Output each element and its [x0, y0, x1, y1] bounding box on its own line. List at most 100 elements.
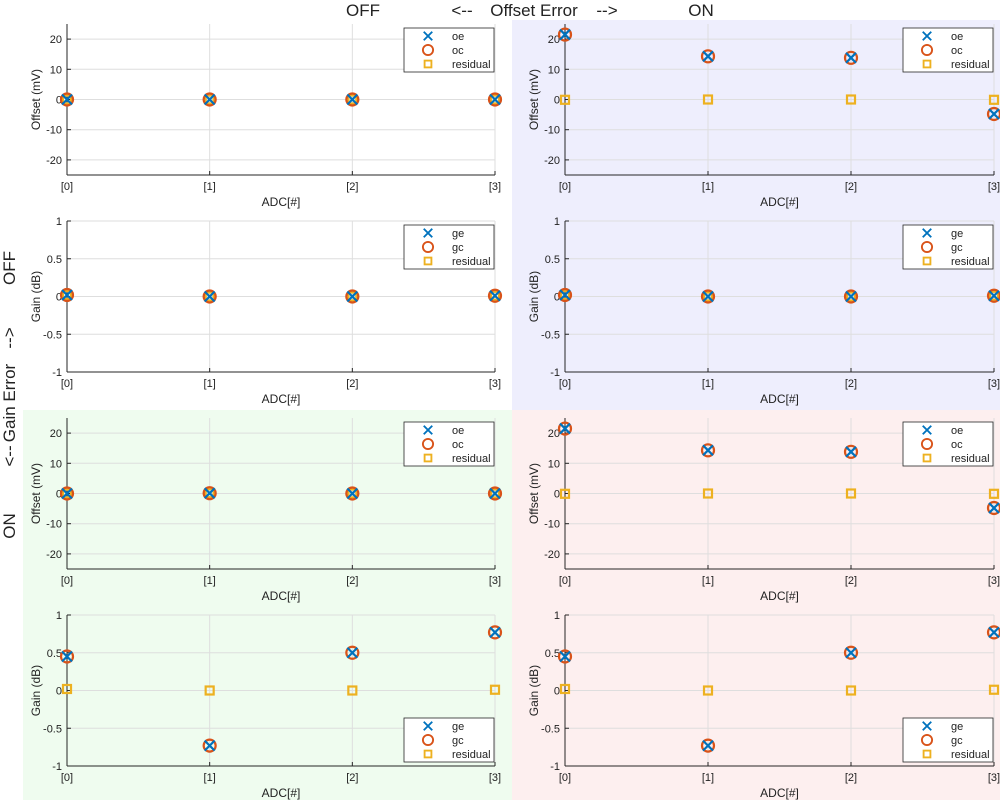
side-label-gain-error: Gain Error [0, 363, 19, 442]
x-tick-label: [3] [489, 181, 501, 193]
legend-marker-oc [421, 437, 435, 451]
x-tick-label: [2] [346, 181, 358, 193]
x-tick-label: [0] [559, 772, 571, 784]
legend-marker-oe [922, 31, 932, 41]
point-oe-[2] [346, 93, 359, 106]
gain-error-header: OFF --> Gain Error <-- ON [0, 251, 19, 539]
point-oc-[0] [59, 92, 75, 107]
y-axis-label: Offset (mV) [29, 463, 43, 524]
x-tick-label: [0] [559, 181, 571, 193]
x-tick-label: [0] [61, 575, 73, 587]
legend-label-ge: ge [951, 721, 963, 733]
legend-marker-ge [423, 721, 433, 731]
side-label-off: OFF [0, 251, 19, 285]
legend-label-oe: oe [452, 31, 464, 43]
legend-marker-gc [421, 733, 435, 747]
x-tick-label: [0] [559, 378, 571, 390]
point-residual-[0] [559, 94, 571, 105]
y-tick-label: 10 [548, 458, 560, 470]
y-axis-label: Gain (dB) [527, 271, 541, 322]
point-ge-[2] [845, 290, 857, 303]
legend-label-oe: oe [452, 425, 464, 437]
legend: oe oc residual [403, 27, 495, 73]
y-tick-label: -0.5 [541, 723, 560, 735]
x-tick-label: [1] [204, 378, 216, 390]
legend-box [403, 27, 495, 73]
legend-label-ge: ge [452, 721, 464, 733]
x-tick-label: [3] [988, 378, 1000, 390]
subplot-gain-off-on: [0] [1] [2] [3] 1 0.5 0 -0.5 -1 ADC[#] Gain (dB) ge… [29, 610, 503, 800]
top-arrow-right: --> [596, 1, 617, 20]
point-ge-[3] [489, 289, 501, 302]
point-ge-[1] [702, 739, 714, 752]
legend-label-gc: gc [951, 735, 963, 747]
y-tick-label: 0 [554, 686, 560, 698]
y-tick-label: -0.5 [43, 329, 62, 341]
subplot-gain-on-on: [0] [1] [2] [3] 1 0.5 0 -0.5 -1 ADC[#] Gain (dB) ge… [527, 610, 1000, 800]
point-ge-[2] [845, 646, 857, 659]
point-residual-[1] [702, 291, 714, 302]
point-gc-[0] [59, 649, 75, 664]
y-tick-label: 10 [50, 64, 62, 76]
y-tick-label: -20 [544, 155, 560, 167]
point-residual-[0] [559, 289, 571, 301]
data-points [557, 421, 1000, 516]
point-gc-[0] [557, 649, 573, 664]
y-tick-label: 1 [554, 216, 560, 228]
legend-marker-residual [423, 453, 433, 463]
point-residual-[1] [204, 291, 215, 302]
x-tick-label: [1] [702, 181, 714, 193]
point-oe-[1] [702, 50, 714, 63]
legend-label-gc: gc [951, 242, 963, 254]
point-residual-[1] [702, 94, 714, 105]
x-tick-label: [3] [988, 575, 1000, 587]
point-oc-[0] [557, 27, 573, 42]
legend-box [403, 421, 495, 467]
point-residual-[1] [204, 94, 215, 105]
point-ge-[1] [203, 290, 216, 303]
x-tick-label: [2] [845, 378, 857, 390]
legend-marker-oe [922, 425, 932, 435]
y-tick-label: 0.5 [545, 648, 560, 660]
legend-marker-residual [922, 453, 932, 463]
y-tick-label: -0.5 [541, 329, 560, 341]
y-tick-label: 0.5 [545, 254, 560, 266]
legend-label-residual: residual [452, 256, 491, 268]
y-tick-label: -1 [550, 367, 560, 379]
y-tick-label: -20 [46, 155, 62, 167]
legend-label-residual: residual [951, 256, 990, 268]
x-tick-label: [2] [845, 181, 857, 193]
x-axis-label: ADC[#] [262, 589, 301, 603]
legend-label-residual: residual [452, 749, 491, 761]
point-oe-[1] [203, 93, 216, 106]
legend-marker-oc [920, 437, 934, 451]
x-tick-label: [3] [489, 772, 501, 784]
y-tick-label: 1 [554, 610, 560, 622]
point-ge-[0] [559, 289, 571, 301]
y-axis-label: Gain (dB) [29, 665, 43, 716]
legend-label-residual: residual [951, 749, 990, 761]
x-axis-label: ADC[#] [262, 786, 301, 800]
y-tick-label: 0 [56, 95, 62, 107]
legend-marker-gc [920, 733, 934, 747]
point-residual-[3] [988, 684, 1000, 695]
point-residual-[2] [347, 94, 358, 105]
legend-marker-oc [421, 43, 435, 57]
legend-marker-oe [423, 425, 433, 435]
y-tick-label: -10 [46, 125, 62, 137]
legend-box [902, 224, 994, 270]
point-gc-[2] [345, 645, 360, 660]
data-points [557, 27, 1000, 122]
point-ge-[2] [346, 290, 359, 303]
y-axis-label: Offset (mV) [527, 463, 541, 524]
x-tick-label: [2] [845, 575, 857, 587]
point-gc-[1] [700, 738, 716, 753]
side-arrow-down: <-- [0, 445, 19, 466]
point-oe-[2] [845, 52, 857, 64]
legend: ge gc residual [403, 717, 495, 763]
point-residual-[2] [845, 94, 857, 105]
y-tick-label: -1 [52, 367, 62, 379]
legend-label-oc: oc [951, 439, 963, 451]
point-residual-[2] [845, 291, 857, 302]
